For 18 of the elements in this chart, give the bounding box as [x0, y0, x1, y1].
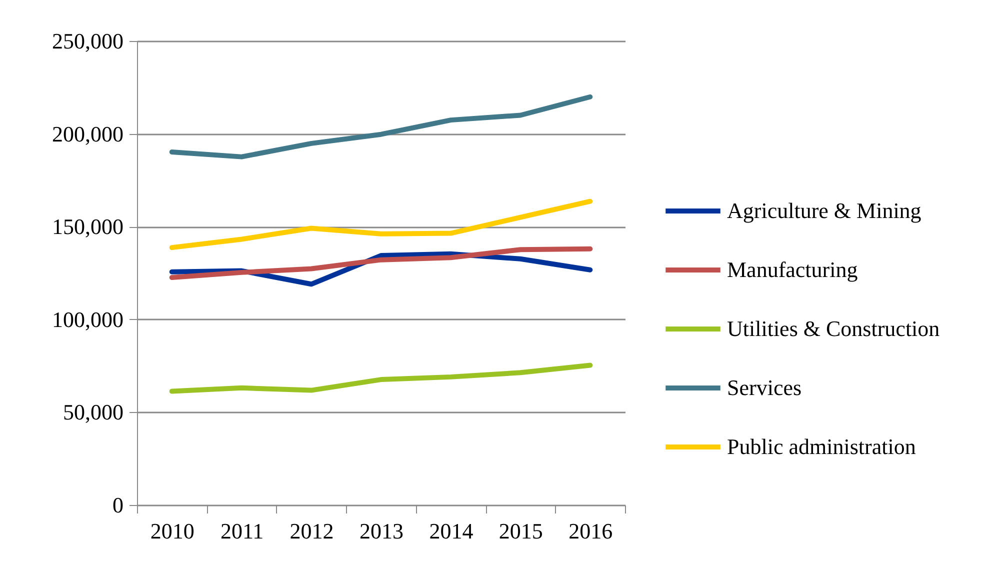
legend-label: Public administration [727, 434, 916, 459]
x-tick-label: 2015 [498, 518, 543, 544]
legend-label: Utilities & Construction [727, 316, 940, 341]
x-tick-label: 2013 [360, 518, 404, 544]
x-tick-label: 2014 [429, 518, 474, 544]
x-tick-label: 2016 [568, 518, 613, 544]
y-tick-label: 150,000 [52, 214, 124, 240]
y-tick-label: 200,000 [52, 121, 124, 146]
x-tick-label: 2010 [150, 518, 194, 544]
x-tick-label: 2011 [220, 518, 264, 544]
y-tick-label: 250,000 [52, 28, 124, 54]
legend-label: Manufacturing [727, 257, 858, 282]
y-tick-label: 100,000 [52, 306, 124, 332]
x-tick-label: 2012 [290, 518, 334, 544]
y-tick-label: 0 [112, 492, 124, 518]
y-tick-label: 50,000 [63, 400, 124, 425]
legend-label: Agriculture & Mining [727, 198, 922, 223]
legend-label: Services [727, 375, 802, 400]
